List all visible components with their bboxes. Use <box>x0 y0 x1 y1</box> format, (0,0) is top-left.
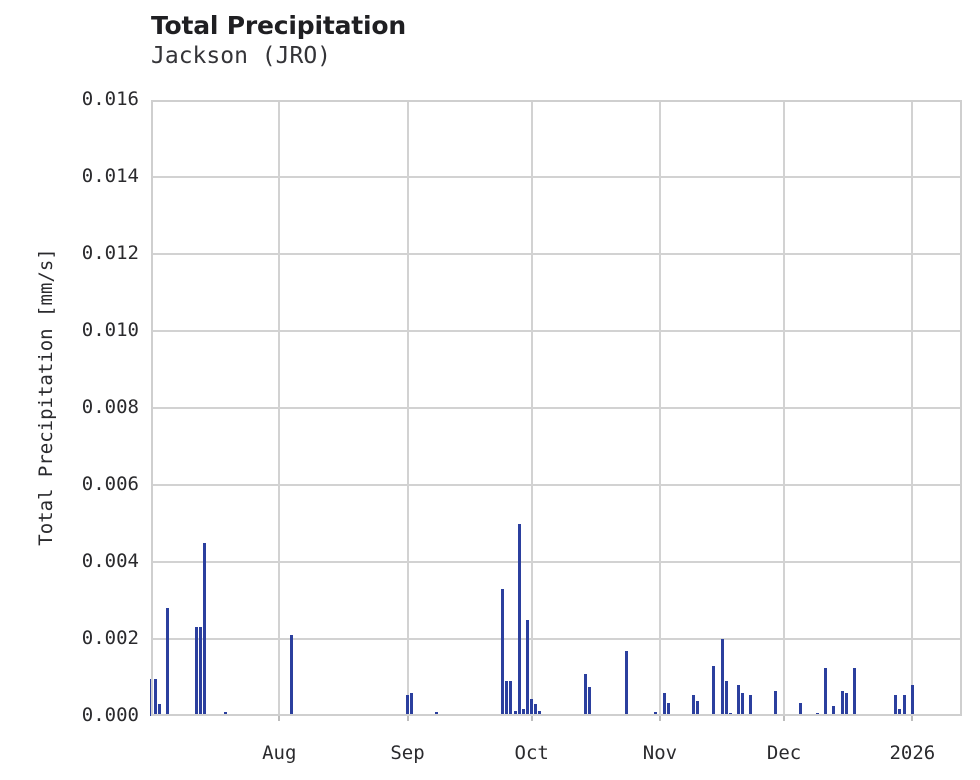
x-axis-tick-label: Aug <box>262 742 297 764</box>
bar <box>501 588 505 716</box>
x-axis-tick-label: Dec <box>766 742 802 764</box>
x-axis-tick-mark <box>530 716 533 721</box>
bar <box>737 685 741 716</box>
bar <box>662 692 666 716</box>
bar <box>724 681 728 716</box>
gridline-horizontal <box>151 253 962 255</box>
bar <box>199 627 203 716</box>
bar <box>521 709 525 716</box>
bar <box>749 694 753 716</box>
bar <box>538 711 542 716</box>
y-axis-label: Total Precipitation [mm/s] <box>35 248 57 546</box>
bar <box>435 712 438 716</box>
gridline-horizontal <box>151 484 962 486</box>
y-axis-tick-label: 0.014 <box>81 165 139 187</box>
bar <box>753 714 757 716</box>
x-axis-tick-mark <box>278 716 281 721</box>
gridline-vertical <box>783 100 786 716</box>
bar <box>894 694 898 716</box>
gridline-horizontal <box>151 176 962 178</box>
bar <box>823 667 827 716</box>
bar <box>728 712 732 716</box>
bar <box>530 698 534 716</box>
y-axis-tick-label: 0.000 <box>81 704 139 726</box>
bar <box>203 542 207 716</box>
bar <box>799 702 803 716</box>
bar <box>898 709 902 716</box>
x-axis-tick-mark <box>783 716 786 721</box>
x-axis-tick-label: Oct <box>514 742 549 764</box>
bar <box>211 714 215 716</box>
y-axis-tick-label: 0.010 <box>81 319 139 341</box>
bar <box>170 714 174 716</box>
x-axis-tick-mark <box>406 716 409 721</box>
bar <box>157 704 161 716</box>
bar <box>588 687 592 716</box>
bar <box>844 692 848 716</box>
bar <box>670 714 674 716</box>
bar <box>774 690 778 716</box>
x-axis-tick-label: Sep <box>390 742 425 764</box>
bar <box>526 619 530 716</box>
bar <box>902 694 906 716</box>
x-axis-tick-mark <box>911 716 914 721</box>
y-axis-tick-label: 0.012 <box>81 242 139 264</box>
bar <box>195 627 198 716</box>
bar <box>509 681 513 716</box>
chart-subtitle: Jackson (JRO) <box>151 43 332 69</box>
bar <box>815 712 819 716</box>
bar <box>654 712 658 716</box>
page-title: Total Precipitation <box>151 11 406 40</box>
bar <box>505 681 509 716</box>
y-axis-tick-label: 0.008 <box>81 396 139 418</box>
gridline-vertical <box>658 100 661 716</box>
y-axis-tick-label: 0.002 <box>81 627 139 649</box>
bar <box>290 635 294 716</box>
bar <box>223 712 227 716</box>
x-axis-tick-label: 2026 <box>889 742 936 764</box>
bar <box>439 714 443 716</box>
bar <box>910 685 914 716</box>
bar <box>840 690 844 716</box>
bar <box>666 702 670 716</box>
bar <box>331 714 335 716</box>
x-axis-tick-label: Nov <box>642 742 678 764</box>
bar <box>166 608 170 716</box>
bar <box>534 704 538 716</box>
bar <box>852 667 856 716</box>
bar <box>149 679 153 716</box>
bar <box>406 694 410 716</box>
gridline-horizontal <box>151 561 962 563</box>
bar <box>720 639 724 716</box>
bar <box>410 692 414 716</box>
gridline-vertical <box>278 100 281 716</box>
bar <box>207 714 211 716</box>
bar <box>712 665 716 716</box>
gridline-vertical <box>911 100 914 716</box>
y-axis-tick-label: 0.004 <box>81 550 139 572</box>
x-axis-tick-mark <box>658 716 661 721</box>
title-block: Total Precipitation Jackson (JRO) <box>151 12 851 70</box>
bar <box>625 650 629 716</box>
bar <box>161 714 165 716</box>
bar <box>691 694 695 716</box>
gridline-horizontal <box>151 330 962 332</box>
bar <box>832 706 836 716</box>
bar <box>517 523 521 716</box>
bar <box>695 700 699 716</box>
plot-area <box>149 100 962 716</box>
gridline-horizontal <box>151 638 962 640</box>
bar <box>513 711 517 716</box>
y-axis-tick-label: 0.006 <box>81 473 139 495</box>
bar <box>583 673 587 716</box>
bar <box>153 679 157 716</box>
y-axis-tick-label: 0.016 <box>81 88 139 110</box>
bar <box>741 692 745 716</box>
gridline-vertical <box>530 100 533 716</box>
gridline-horizontal <box>151 407 962 409</box>
bar <box>542 714 546 716</box>
gridline-vertical <box>406 100 409 716</box>
